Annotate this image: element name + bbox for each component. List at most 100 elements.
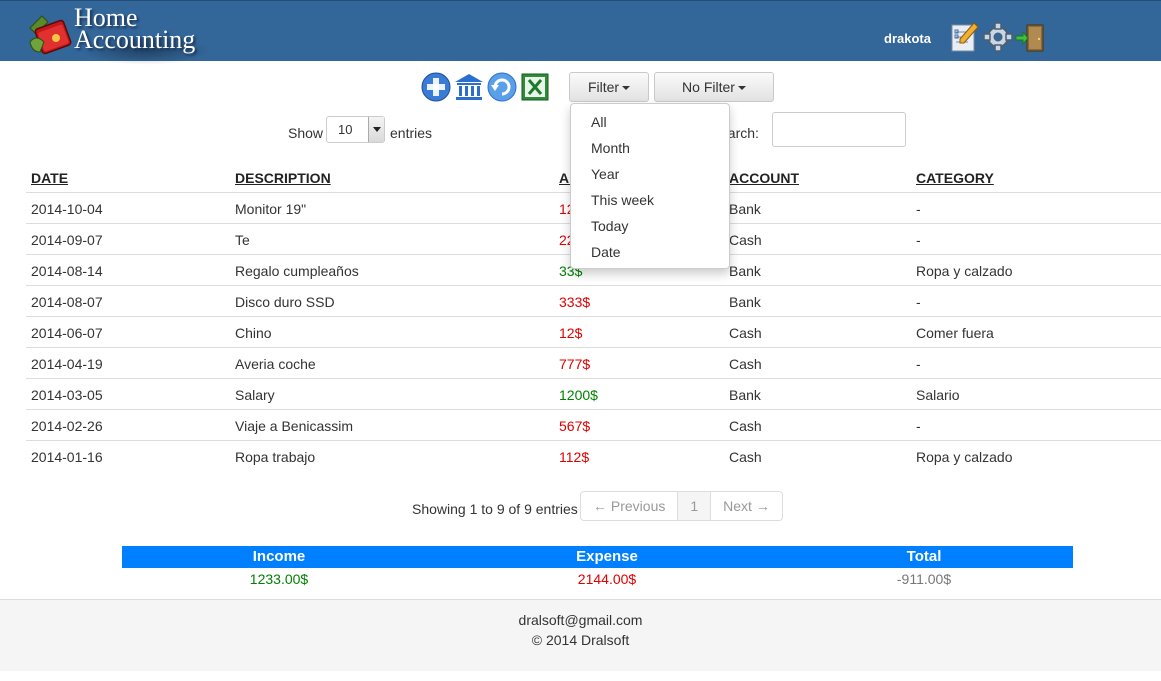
column-header-date[interactable]: DATE [31, 170, 69, 186]
notes-icon[interactable] [950, 21, 980, 53]
income-total: 1233.00$ [249, 571, 309, 587]
cell-category: - [916, 356, 921, 372]
cell-date: 2014-06-07 [31, 325, 103, 341]
caret-down-icon [622, 86, 631, 91]
cell-description: Ropa trabajo [235, 449, 316, 465]
cell-description: Disco duro SSD [235, 294, 335, 310]
excel-icon[interactable] [520, 72, 550, 102]
app-title[interactable]: Home Accounting [74, 3, 196, 54]
cell-category: Ropa y calzado [916, 263, 1013, 279]
no-filter-button[interactable]: No Filter [654, 72, 774, 102]
cell-amount: 12$ [559, 325, 583, 341]
cell-category: Ropa y calzado [916, 449, 1013, 465]
brand-shadow [80, 35, 210, 65]
cell-account: Cash [729, 356, 762, 372]
cell-category: Salario [916, 387, 960, 403]
filter-option-year[interactable]: Year [591, 166, 620, 182]
cell-description: Chino [235, 325, 272, 341]
bank-icon[interactable] [454, 72, 484, 102]
cell-description: Regalo cumpleaños [235, 263, 359, 279]
refresh-icon[interactable] [487, 72, 517, 102]
expense-total: 2144.00$ [577, 571, 637, 587]
cell-date: 2014-01-16 [31, 449, 103, 465]
cell-date: 2014-04-19 [31, 356, 103, 372]
cell-category: Comer fuera [916, 325, 994, 341]
table-row: 2014-06-07 Chino 12$ Cash Comer fuera [26, 317, 1161, 348]
filter-option-today[interactable]: Today [591, 218, 629, 234]
table-row: 2014-01-16 Ropa trabajo 112$ Cash Ropa y cal… [26, 441, 1161, 472]
cell-account: Bank [729, 201, 761, 217]
cell-date: 2014-08-07 [31, 294, 103, 310]
entries-per-page-select[interactable]: 10 [326, 116, 385, 143]
next-page-button[interactable]: Next → [723, 498, 770, 514]
app-title-line2: Accounting [74, 25, 196, 54]
table-row: 2014-08-14 Regalo cumpleaños 33$ Bank Ropa y… [26, 255, 1161, 286]
previous-page-button[interactable]: ← Previous [581, 492, 679, 520]
cell-date: 2014-02-26 [31, 418, 103, 434]
cell-account: Cash [729, 325, 762, 341]
add-icon[interactable] [421, 72, 451, 102]
cell-amount: 1200$ [559, 387, 598, 403]
filter-button-label: Filter [587, 79, 620, 95]
entries-per-page-value: 10 [338, 122, 353, 137]
cell-account: Bank [729, 294, 761, 310]
app-title-line1: Home [74, 3, 138, 32]
filter-option-month[interactable]: Month [591, 140, 630, 156]
filter-option-date[interactable]: Date [591, 244, 621, 260]
filter-option-all[interactable]: All [591, 114, 607, 130]
showing-info: Showing 1 to 9 of 9 entries [412, 501, 578, 517]
footer: dralsoft@gmail.com © 2014 Dralsoft [0, 599, 1161, 671]
settings-gear-icon[interactable] [983, 21, 1013, 53]
table-body: 2014-10-04 Monitor 19" 12 Bank -2014-09-07 Te… [26, 193, 1161, 472]
app-header: Home Accounting drakota [0, 0, 1161, 65]
filter-option-this-week[interactable]: This week [591, 192, 655, 208]
total-header: Total [906, 548, 942, 565]
pagination: ← Previous 1 Next → [580, 491, 783, 521]
column-header-account[interactable]: ACCOUNT [729, 170, 799, 186]
cell-account: Cash [729, 449, 762, 465]
column-header-category[interactable]: CATEGORY [916, 170, 994, 186]
net-total: -911.00$ [896, 571, 952, 587]
totals-header-bar: Income Expense Total [122, 546, 1073, 568]
caret-down-icon [737, 86, 746, 91]
cell-category: - [916, 418, 921, 434]
cell-description: Viaje a Benicassim [235, 418, 354, 434]
cell-account: Cash [729, 232, 762, 248]
table-row: 2014-08-07 Disco duro SSD 333$ Bank - [26, 286, 1161, 317]
cell-description: Monitor 19" [235, 201, 307, 217]
cell-category: - [916, 232, 921, 248]
expense-header: Expense [576, 548, 638, 565]
logo-icon [29, 15, 72, 55]
select-arrow-icon[interactable] [368, 117, 384, 142]
cell-amount: 112$ [559, 449, 590, 465]
show-label: Show [288, 125, 324, 141]
no-filter-button-label: No Filter [682, 79, 735, 95]
search-input[interactable] [772, 112, 906, 147]
income-header: Income [252, 548, 306, 565]
cell-date: 2014-10-04 [31, 201, 103, 217]
filter-dropdown-menu: All Month Year This week Today Date [570, 103, 730, 269]
table-row: 2014-02-26 Viaje a Benicassim 567$ Cash - [26, 410, 1161, 441]
cell-date: 2014-08-14 [31, 263, 103, 279]
cell-category: - [916, 201, 921, 217]
cell-amount: 567$ [559, 418, 591, 434]
cell-amount: 777$ [559, 356, 591, 372]
footer-email[interactable]: dralsoft@gmail.com [518, 612, 643, 628]
cell-account: Bank [729, 387, 761, 403]
page-1-button[interactable]: 1 [678, 492, 712, 520]
table-row: 2014-04-19 Averia coche 777$ Cash - [26, 348, 1161, 379]
cell-description: Averia coche [235, 356, 316, 372]
cell-date: 2014-03-05 [31, 387, 103, 403]
cell-category: - [916, 294, 921, 310]
footer-copyright: © 2014 Dralsoft [531, 632, 630, 648]
entries-label: entries [390, 125, 433, 141]
logout-door-icon[interactable] [1015, 21, 1045, 53]
cell-account: Cash [729, 418, 762, 434]
column-header-description[interactable]: DESCRIPTION [235, 170, 331, 186]
username[interactable]: drakota [884, 31, 931, 46]
filter-button[interactable]: Filter [569, 72, 649, 102]
cell-description: Salary [235, 387, 275, 403]
cell-amount: 333$ [559, 294, 591, 310]
cell-description: Te [235, 232, 250, 248]
cell-date: 2014-09-07 [31, 232, 103, 248]
